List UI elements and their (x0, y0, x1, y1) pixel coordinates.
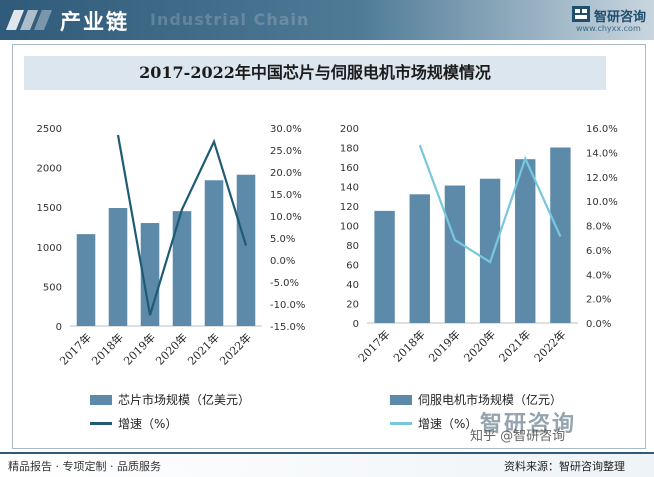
growth-line (116, 134, 248, 316)
bar (76, 234, 96, 326)
y2-tick-label: 0.0% (586, 319, 611, 330)
y2-tick-label: 12.0% (586, 173, 618, 184)
bar (204, 180, 224, 326)
legend-left-line: 增速（%） (90, 415, 177, 432)
y2-tick-label: 8.0% (586, 222, 611, 233)
y-tick-label: 80 (346, 241, 359, 252)
y-tick-label: 0 (353, 319, 359, 330)
y-tick-label: 60 (346, 261, 359, 272)
bar (515, 159, 536, 323)
x-tick-label: 2018年 (89, 330, 126, 367)
x-tick-label: 2020年 (153, 330, 190, 367)
bar (409, 194, 430, 323)
y2-tick-label: 30.0% (270, 124, 302, 135)
growth-line (418, 144, 562, 264)
y2-tick-label: 4.0% (586, 270, 611, 281)
x-tick-label: 2021年 (496, 327, 533, 364)
x-tick-label: 2022年 (217, 330, 254, 367)
y2-tick-label: 14.0% (586, 148, 618, 159)
legend-right-bar: 伺服电机市场规模（亿元） (390, 391, 562, 408)
legend-left-bar-label: 芯片市场规模（亿美元） (118, 393, 251, 407)
y-tick-label: 40 (346, 280, 359, 291)
y2-tick-label: -5.0% (270, 278, 299, 289)
x-tick-label: 2019年 (121, 330, 158, 367)
legend-right-bar-label: 伺服电机市场规模（亿元） (418, 393, 563, 407)
y2-tick-label: 25.0% (270, 146, 302, 157)
y-tick-label: 200 (340, 124, 359, 135)
bar (479, 178, 501, 323)
x-tick-label: 2018年 (390, 327, 427, 364)
logo-name: 智研咨询 (594, 10, 647, 25)
legend-bar-swatch (390, 394, 412, 405)
y2-tick-label: 2.0% (586, 295, 611, 306)
legend-left-bar: 芯片市场规模（亿美元） (90, 391, 250, 408)
x-tick-label: 2022年 (531, 327, 568, 364)
header-bars-icon (6, 10, 52, 30)
y-tick-label: 120 (340, 202, 359, 213)
legend-bar-swatch (90, 394, 112, 405)
bar (444, 185, 466, 323)
y2-tick-label: 10.0% (270, 212, 302, 223)
y-tick-label: 140 (340, 183, 359, 194)
page-title: 产业链 (60, 10, 129, 34)
y2-tick-label: -15.0% (270, 322, 305, 333)
x-tick-label: 2017年 (57, 330, 94, 367)
zhiyan-logo-icon (572, 6, 590, 22)
y2-tick-label: 5.0% (270, 234, 295, 245)
bar (374, 210, 395, 323)
footer-tagline: 精品报告 · 专项定制 · 品质服务 (8, 460, 161, 473)
y-tick-label: 0 (56, 322, 62, 333)
y-tick-label: 20 (346, 300, 359, 311)
header-banner: Industrial Chain 产业链 (0, 0, 654, 40)
logo: 智研咨询 www.chyxx.com (572, 4, 652, 38)
y-tick-label: 500 (43, 282, 62, 293)
footer-source: 资料来源：智研咨询整理 (504, 460, 625, 473)
legend-line-swatch (90, 422, 112, 425)
y-tick-label: 100 (340, 222, 359, 233)
y-tick-label: 1000 (37, 243, 62, 254)
legend-right-line-label: 增速（%） (418, 417, 478, 431)
y-tick-label: 2000 (37, 164, 62, 175)
legend-right-line: 增速（%） (390, 415, 477, 432)
x-tick-label: 2020年 (461, 327, 498, 364)
logo-url: www.chyxx.com (576, 24, 641, 33)
zhihu-credit: 知乎 @智研咨询 (470, 429, 566, 444)
legend-line-swatch (390, 422, 412, 425)
y-tick-label: 2500 (37, 124, 62, 135)
y-tick-label: 160 (340, 163, 359, 174)
bar (108, 207, 128, 326)
y-tick-label: 1500 (37, 203, 62, 214)
chart-title: 2017-2022年中国芯片与伺服电机市场规模情况 (139, 63, 491, 82)
y2-tick-label: 10.0% (586, 197, 618, 208)
x-tick-label: 2021年 (185, 330, 222, 367)
bar (172, 211, 192, 326)
watermark-text: 智研咨询 (480, 412, 577, 437)
chart-title-bar: 2017-2022年中国芯片与伺服电机市场规模情况 (24, 56, 606, 90)
header-watermark: Industrial Chain (150, 10, 310, 29)
y2-tick-label: -10.0% (270, 300, 305, 311)
bar (236, 174, 256, 326)
y2-tick-label: 20.0% (270, 168, 302, 179)
y2-tick-label: 6.0% (586, 246, 611, 257)
x-tick-label: 2019年 (426, 327, 463, 364)
legend-left-line-label: 增速（%） (118, 417, 178, 431)
y2-tick-label: 0.0% (270, 256, 295, 267)
y2-tick-label: 15.0% (270, 190, 302, 201)
x-tick-label: 2017年 (355, 327, 392, 364)
y2-tick-label: 16.0% (586, 124, 618, 135)
y-tick-label: 180 (340, 144, 359, 155)
footer: 精品报告 · 专项定制 · 品质服务 资料来源：智研咨询整理 (0, 452, 654, 477)
